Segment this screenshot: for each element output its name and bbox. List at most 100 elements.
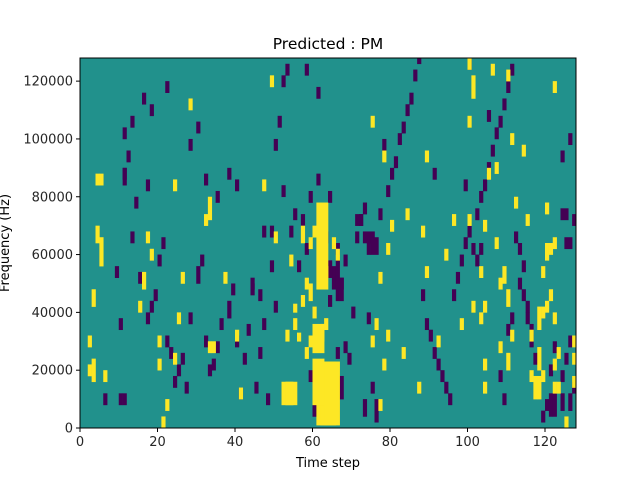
heatmap-cell-low	[262, 225, 267, 238]
heatmap-cell-low	[176, 364, 182, 377]
heatmap-cell-high	[173, 352, 178, 365]
heatmap-cell-high	[405, 208, 410, 221]
heatmap-cell-low	[552, 341, 557, 354]
heatmap-cell-low	[312, 404, 317, 417]
heatmap-cell-low	[219, 318, 224, 331]
x-tick-label: 120	[533, 435, 558, 450]
heatmap-cell-low	[448, 393, 453, 406]
heatmap-cell-low	[273, 138, 278, 151]
heatmap-cell-low	[293, 208, 298, 221]
heatmap-cell-low	[258, 347, 263, 359]
heatmap-cell-high	[308, 283, 313, 302]
heatmap-cell-low	[568, 335, 573, 348]
heatmap-cell-low	[521, 260, 526, 273]
heatmap-cell-high	[91, 358, 96, 383]
heatmap-cell-low	[122, 127, 127, 140]
heatmap-cell-low	[316, 86, 321, 99]
heatmap-cell-low	[362, 202, 368, 215]
heatmap-cell-high	[459, 318, 464, 331]
heatmap-cell-low	[188, 312, 193, 325]
heatmap-cell-high	[467, 115, 472, 128]
heatmap-cell-high	[87, 335, 92, 348]
heatmap-cell-low	[564, 352, 569, 365]
heatmap-cell-high	[285, 329, 290, 342]
heatmap-cell-low	[207, 364, 213, 377]
heatmap-cell-high	[564, 416, 569, 429]
heatmap-cell-high	[510, 329, 515, 342]
heatmap-cell-high	[285, 381, 298, 406]
heatmap-cell-low	[498, 115, 503, 128]
heatmap-cell-high	[390, 219, 395, 232]
y-tick-label: 0	[65, 422, 73, 437]
heatmap-cell-low	[347, 352, 352, 365]
heatmap-cell-low	[142, 92, 147, 105]
heatmap-cell-high	[537, 375, 542, 400]
heatmap-cell-low	[122, 167, 127, 186]
heatmap-cell-low	[421, 289, 426, 302]
heatmap-cell-low	[475, 254, 480, 267]
heatmap-cell-low	[494, 127, 499, 140]
heatmap-cell-high	[552, 358, 557, 371]
y-tick-label: 120000	[23, 75, 73, 90]
heatmap-cell-high	[289, 254, 294, 267]
heatmap-cell-low	[548, 364, 554, 377]
heatmap-cell-high	[235, 329, 240, 342]
x-tick-label: 80	[382, 435, 399, 450]
heatmap-cell-low	[242, 352, 247, 365]
heatmap-cell-high	[552, 381, 557, 394]
heatmap-cell-high	[269, 75, 275, 88]
heatmap-cell-high	[510, 133, 515, 146]
heatmap-cell-low	[335, 260, 340, 278]
heatmap-cell-low	[114, 266, 120, 278]
heatmap-cell-low	[502, 393, 507, 406]
heatmap-cell-low	[277, 115, 282, 128]
heatmap-cell-high	[514, 196, 519, 209]
heatmap-cell-low	[308, 190, 313, 203]
heatmap-cell-high	[506, 69, 511, 82]
heatmap-cell-low	[289, 225, 294, 238]
heatmap-cell-low	[215, 341, 220, 354]
heatmap-cell-low	[355, 214, 364, 226]
heatmap-cell-high	[273, 231, 278, 244]
heatmap-cell-low	[351, 306, 356, 319]
y-tick-label: 40000	[32, 306, 73, 321]
heatmap-cell-high	[312, 323, 325, 354]
heatmap-cell-low	[273, 300, 278, 313]
heatmap-cell-low	[514, 231, 519, 244]
heatmap-cell-high	[308, 237, 313, 250]
heatmap-cell-low	[362, 399, 368, 417]
plot-area	[79, 57, 577, 429]
y-axis: 0 20000 40000 60000 80000 100000 120000	[23, 75, 80, 437]
heatmap-cell-low	[335, 347, 340, 359]
heatmap-cell-high	[99, 237, 104, 267]
heatmap-cell-low	[517, 243, 523, 255]
heatmap-cell-low	[130, 231, 135, 244]
x-axis: 0 20 40 60 80 100 120	[76, 428, 558, 450]
heatmap-cell-high	[545, 300, 550, 313]
heatmap-cell-low	[180, 352, 185, 365]
heatmap-cell-high	[382, 150, 387, 163]
heatmap-cell-low	[266, 393, 271, 406]
heatmap-cell-low	[304, 243, 309, 255]
heatmap-cell-low	[467, 225, 472, 238]
x-tick-label: 40	[227, 435, 244, 450]
heatmap-cell-high	[537, 306, 542, 331]
heatmap-cell-high	[262, 179, 267, 192]
heatmap-cell-high	[211, 341, 216, 354]
heatmap-cell-low	[432, 167, 437, 180]
heatmap-cell-low	[564, 237, 573, 250]
heatmap-cell-high	[401, 347, 406, 359]
heatmap-cell-high	[382, 358, 387, 371]
heatmap-cell-high	[521, 144, 526, 157]
heatmap-cell-low	[118, 318, 123, 331]
heatmap-cell-low	[343, 254, 348, 267]
heatmap-cell-low	[568, 393, 573, 411]
heatmap-cell-low	[459, 254, 464, 267]
heatmap-cell-high	[95, 173, 100, 186]
heatmap-cell-high	[331, 237, 337, 250]
heatmap-cell-low	[510, 63, 515, 76]
heatmap-cell-low	[149, 300, 154, 313]
heatmap-cell-low	[502, 98, 507, 111]
heatmap-cell-low	[475, 208, 480, 221]
heatmap-cell-low	[246, 323, 251, 336]
